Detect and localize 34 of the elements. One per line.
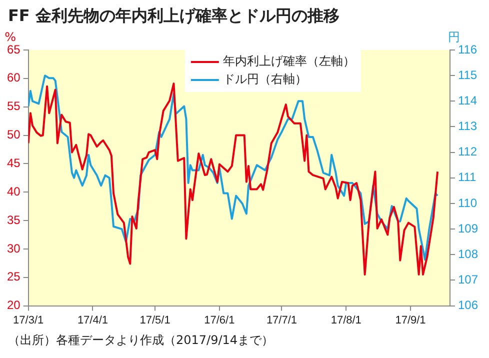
y-axis-title: % [4,30,16,44]
y2-tick-label: 115 [458,68,478,82]
legend-label: ドル円（右軸） [222,72,307,86]
y2-tick-label: 108 [458,246,478,261]
x-tick-label: 17/4/1 [77,314,108,326]
x-tick-label: 17/9/1 [395,314,426,326]
x-tick-label: 17/6/1 [204,314,235,326]
x-tick-label: 17/7/1 [266,314,298,326]
y-tick-label: 65 [6,42,21,56]
y-tick-label: 25 [6,270,21,284]
text: （出所）各種データより作成（2017/9/14まで） [8,332,274,349]
y-tick-label: 20 [6,298,21,312]
y-tick-label: 45 [6,156,21,170]
y-tick-label: 55 [6,99,21,114]
y2-tick-label: 106 [458,298,478,312]
y-tick-label: 50 [6,128,21,142]
y2-tick-label: 111 [458,170,477,184]
y2-tick-label: 113 [458,119,478,134]
y-tick-label: 35 [6,212,21,227]
legend-label: 年内利上げ確率（左軸） [222,54,355,68]
y2-tick-label: 107 [458,272,478,287]
x-tick-label: 17/3/1 [13,314,44,326]
y2-tick-label: 114 [458,93,478,108]
y-tick-label: 60 [6,70,21,85]
x-tick-label: 17/8/1 [330,314,362,326]
y2-tick-label: 116 [458,42,478,56]
y2-tick-label: 109 [458,221,478,236]
chart-title: FF 金利先物の年内利上げ確率とドル円の推移 [8,6,340,27]
y2-tick-label: 110 [458,196,478,210]
x-tick-label: 17/5/1 [140,314,170,326]
y2-tick-label: 112 [458,144,478,159]
y-tick-label: 40 [6,184,21,198]
y2-axis-title: 円 [448,30,460,44]
y-tick-label: 30 [6,241,21,256]
